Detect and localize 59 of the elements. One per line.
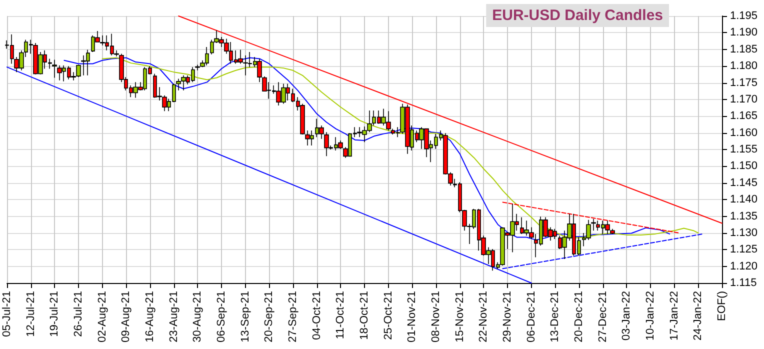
y-tick-label: 1.170 — [730, 93, 758, 106]
candlestick — [243, 54, 248, 76]
x-tick-label: 13-Sep-21 — [239, 291, 252, 342]
x-tick-label: 10-Jan-22 — [644, 291, 656, 341]
y-tick-label: 1.120 — [730, 260, 758, 272]
y-tick-label: 1.155 — [730, 144, 758, 156]
x-tick-label: 23-Aug-21 — [168, 291, 180, 342]
candlestick — [238, 49, 243, 64]
y-tick-label: 1.165 — [730, 110, 758, 122]
x-tick-label: 05-Jul-21 — [1, 291, 13, 337]
x-tick-label: 15-Nov-21 — [454, 291, 466, 342]
candlestick — [338, 140, 343, 150]
x-tick-label: 09-Aug-21 — [120, 291, 132, 342]
candlestick — [305, 130, 310, 146]
x-tick-label: 24-Jan-22 — [692, 291, 704, 341]
y-tick-label: 1.145 — [730, 176, 758, 189]
x-tick-label: 29-Nov-21 — [502, 291, 514, 342]
x-tick-label: 12-Jul-21 — [24, 291, 37, 337]
x-tick-label: 06-Dec-21 — [525, 291, 538, 342]
x-tick-label: 18-Oct-21 — [358, 291, 370, 340]
x-tick-label: 03-Jan-22 — [620, 291, 633, 341]
x-tick-label: 27-Dec-21 — [596, 291, 609, 342]
y-tick-label: 1.115 — [730, 277, 757, 289]
x-tick-label: 06-Sep-21 — [216, 291, 228, 342]
y-tick-label: 1.125 — [730, 244, 758, 256]
chart-title: EUR-USD Daily Candles — [492, 7, 663, 24]
x-tick-label: 20-Sep-21 — [263, 291, 276, 342]
candlestick — [257, 58, 262, 82]
candlestick — [591, 218, 596, 231]
candlestick — [48, 58, 52, 70]
x-tick-label: 27-Sep-21 — [287, 291, 299, 342]
candlestick — [57, 64, 62, 81]
x-tick-label: 22-Nov-21 — [478, 291, 490, 342]
y-tick-label: 1.185 — [730, 43, 758, 56]
x-tick-label: 30-Aug-21 — [192, 291, 204, 342]
x-tick-label: 02-Aug-21 — [96, 291, 108, 342]
x-tick-label: 13-Dec-21 — [549, 291, 562, 342]
y-tick-label: 1.135 — [730, 210, 758, 222]
y-tick-label: 1.180 — [730, 60, 758, 72]
x-tick-label: 01-Nov-21 — [406, 291, 418, 342]
x-tick-label: 16-Aug-21 — [144, 291, 156, 342]
x-tick-label: 17-Jan-22 — [668, 291, 680, 341]
x-tick-label: 08-Nov-21 — [430, 291, 442, 342]
y-tick-label: 1.195 — [730, 10, 758, 22]
candlestick — [52, 59, 57, 78]
y-tick-label: 1.190 — [730, 26, 758, 39]
y-tick-label: 1.175 — [730, 76, 758, 89]
x-tick-label: 20-Dec-21 — [573, 291, 585, 342]
y-tick-label: 1.140 — [730, 194, 758, 206]
candlestick — [324, 132, 329, 157]
x-tick-label: 04-Oct-21 — [310, 291, 323, 340]
y-tick-label: 1.150 — [730, 160, 758, 172]
x-tick-label: 11-Oct-21 — [334, 291, 347, 340]
y-tick-label: 1.160 — [730, 126, 758, 139]
x-tick-label: 26-Jul-21 — [72, 291, 84, 337]
y-tick-label: 1.130 — [730, 226, 758, 239]
x-tick-label: 19-Jul-21 — [48, 291, 61, 337]
x-tick-label: EOF() — [716, 291, 728, 321]
x-tick-label: 25-Oct-21 — [382, 291, 394, 340]
